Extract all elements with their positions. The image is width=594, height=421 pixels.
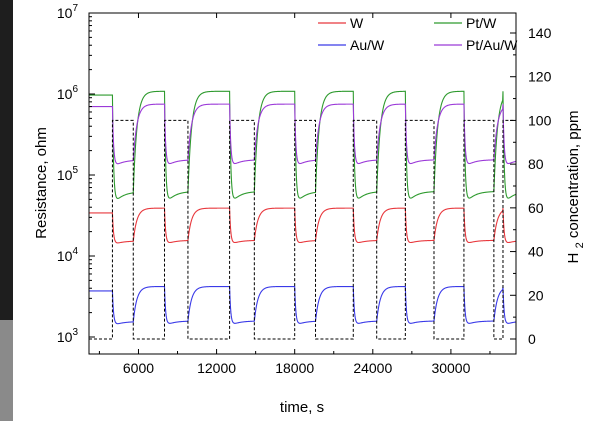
series-layer	[89, 90, 516, 325]
y-right-tick-label: 0	[528, 331, 536, 347]
x-tick-label: 30000	[431, 360, 470, 376]
y-right-axis-ticks: 0 20 40 60 80 100 120 140	[510, 25, 552, 347]
y-right-tick-label: 100	[528, 112, 552, 128]
y-left-axis-ticks: 103 104 105 106 107	[57, 3, 95, 345]
x-tick-label: 6000	[123, 360, 154, 376]
image-strip-light	[0, 320, 13, 421]
series-line-au-w	[89, 285, 516, 325]
y-left-axis-title: Resistance, ohm	[33, 127, 50, 239]
series-line-pt-au-w	[89, 103, 516, 165]
x-axis-ticks: 6000 12000 18000 24000 30000	[98, 13, 491, 376]
x-tick-label: 18000	[275, 360, 314, 376]
y-right-tick-label: 80	[528, 156, 544, 172]
y-left-tick-label: 104	[57, 246, 79, 264]
y-right-tick-label: 40	[528, 244, 544, 260]
y-left-tick-label: 103	[57, 327, 79, 345]
plot-frame	[88, 12, 517, 355]
legend-label-pt-w: Pt/W	[466, 15, 497, 31]
y-left-tick-label: 105	[57, 165, 79, 183]
series-line-h2	[89, 119, 516, 340]
y-right-tick-label: 120	[528, 69, 552, 85]
y-right-tick-label: 60	[528, 200, 544, 216]
x-tick-label: 24000	[353, 360, 392, 376]
legend-label-au-w: Au/W	[350, 37, 385, 53]
y-right-tick-label: 140	[528, 25, 552, 41]
legend-label-pt-au-w: Pt/Au/W	[466, 37, 518, 53]
legend-label-w: W	[350, 15, 364, 31]
y-left-tick-label: 107	[57, 3, 79, 21]
y-right-axis-title: H 2 concentration, ppm	[565, 111, 586, 264]
h2-pulse-layer	[89, 119, 516, 340]
left-image-strip	[0, 0, 13, 421]
image-strip-dark	[0, 0, 13, 320]
x-tick-label: 12000	[197, 360, 236, 376]
legend: W Au/W Pt/W Pt/Au/W	[318, 15, 518, 53]
y-left-tick-label: 106	[57, 84, 79, 102]
x-axis-title: time, s	[280, 399, 324, 416]
series-line-w	[89, 207, 516, 244]
y-right-tick-label: 20	[528, 287, 544, 303]
series-line-pt-w	[89, 90, 516, 199]
